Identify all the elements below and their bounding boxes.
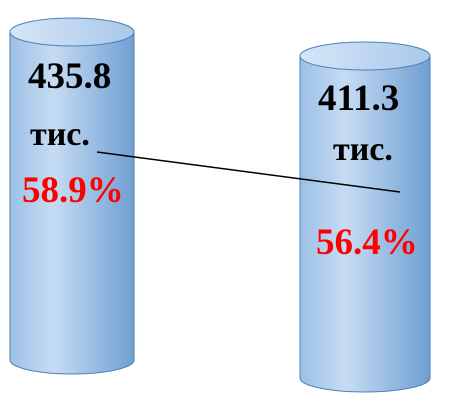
value: 435.8 — [28, 56, 111, 97]
unit: тис. — [333, 131, 393, 168]
percent: 56.4% — [316, 222, 418, 263]
value: 411.3 — [318, 78, 399, 119]
cylinder — [9, 17, 135, 375]
unit: тис. — [30, 116, 90, 153]
cylinder — [299, 41, 431, 393]
percent: 58.9% — [22, 170, 124, 211]
connector-line — [96, 151, 401, 193]
